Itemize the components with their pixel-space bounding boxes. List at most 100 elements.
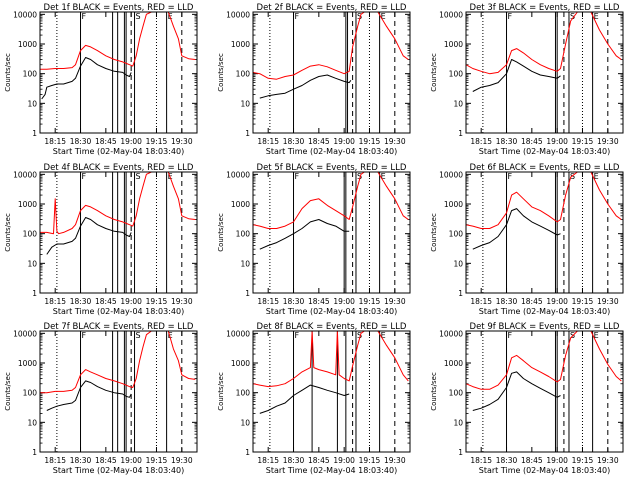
- y-axis-label: Counts/sec: [217, 372, 225, 411]
- x-tick-label: 18:30: [70, 137, 92, 146]
- x-tick-label: 19:30: [597, 456, 619, 465]
- x-axis-label: Start Time (02-May-04 18:03:40): [266, 147, 397, 156]
- x-tick-label: 19:15: [146, 297, 168, 306]
- y-tick-label: 10: [240, 99, 250, 108]
- x-tick-label: 18:45: [521, 297, 543, 306]
- y-tick-label: 100: [449, 230, 464, 239]
- y-tick-label: 10: [240, 418, 250, 427]
- time-marker-label: E: [381, 12, 386, 21]
- x-tick-label: 18:15: [470, 456, 492, 465]
- y-tick-label: 10000: [13, 10, 37, 19]
- y-tick-label: 1: [32, 289, 37, 298]
- chart-panel-5: Det 5f BLACK = Events, RED = LLD Counts/s…: [217, 163, 411, 316]
- y-tick-label: 1: [245, 129, 250, 138]
- y-tick-label: 1000: [18, 359, 37, 368]
- series-line-lld: [465, 11, 622, 75]
- y-tick-label: 10: [453, 99, 463, 108]
- series-line-events: [41, 57, 132, 100]
- series-line-events: [259, 219, 350, 250]
- x-tick-label: 19:15: [146, 456, 168, 465]
- x-axis-label: Start Time (02-May-04 18:03:40): [479, 147, 610, 156]
- time-marker-label: S: [357, 172, 362, 181]
- x-tick-label: 18:30: [283, 456, 305, 465]
- x-tick-label: 19:00: [120, 297, 142, 306]
- y-tick-label: 100: [449, 389, 464, 398]
- y-tick-label: 1000: [444, 40, 463, 49]
- y-tick-label: 1000: [444, 359, 463, 368]
- series-line-lld: [40, 330, 196, 394]
- x-axis-label: Start Time (02-May-04 18:03:40): [53, 307, 184, 316]
- time-marker-label: S: [357, 331, 362, 340]
- plot-frame: [39, 330, 198, 453]
- series-line-lld: [465, 330, 622, 390]
- chart-title: Det 7f BLACK = Events, RED = LLD: [44, 322, 194, 332]
- chart-panel-6: Det 6f BLACK = Events, RED = LLD Counts/s…: [430, 163, 624, 316]
- time-marker-label: E: [594, 12, 599, 21]
- x-tick-label: 19:00: [120, 456, 142, 465]
- time-marker-label: E: [381, 331, 386, 340]
- time-marker-label: S: [357, 12, 362, 21]
- series-line-events: [259, 74, 352, 99]
- y-tick-label: 1: [245, 289, 250, 298]
- y-tick-label: 100: [236, 389, 251, 398]
- chart-title: Det 1f BLACK = Events, RED = LLD: [44, 3, 194, 13]
- x-tick-label: 18:15: [257, 456, 279, 465]
- x-tick-label: 19:30: [384, 297, 406, 306]
- series-line-events: [46, 217, 132, 255]
- x-tick-label: 19:30: [597, 297, 619, 306]
- time-marker-label: F: [82, 331, 87, 340]
- time-marker-label: F: [295, 12, 300, 21]
- x-tick-label: 18:15: [470, 137, 492, 146]
- x-tick-label: 18:45: [308, 137, 330, 146]
- x-tick-label: 19:30: [171, 456, 193, 465]
- y-axis-label: Counts/sec: [4, 53, 12, 92]
- x-axis-label: Start Time (02-May-04 18:03:40): [266, 466, 397, 475]
- time-marker-label: F: [295, 331, 300, 340]
- y-tick-label: 10: [27, 259, 37, 268]
- series-line-lld: [252, 171, 409, 229]
- time-marker-label: F: [82, 172, 87, 181]
- x-tick-label: 19:15: [359, 297, 381, 306]
- y-tick-label: 10: [453, 259, 463, 268]
- x-tick-label: 19:15: [359, 456, 381, 465]
- y-axis-label: Counts/sec: [217, 213, 225, 252]
- x-tick-label: 18:45: [521, 137, 543, 146]
- y-tick-label: 1: [458, 129, 463, 138]
- time-marker-label: S: [570, 172, 575, 181]
- y-axis-label: Counts/sec: [430, 213, 438, 252]
- x-tick-label: 18:30: [70, 456, 92, 465]
- series-line-lld: [252, 11, 409, 80]
- y-tick-label: 10000: [439, 170, 463, 179]
- x-tick-label: 18:15: [44, 297, 66, 306]
- series-line-events: [472, 59, 561, 92]
- time-marker-label: F: [508, 172, 513, 181]
- x-tick-label: 18:30: [496, 456, 518, 465]
- x-tick-label: 19:30: [597, 137, 619, 146]
- chart-panel-1: Det 1f BLACK = Events, RED = LLD Counts/s…: [4, 3, 198, 156]
- y-tick-label: 1: [245, 448, 250, 457]
- chart-title: Det 4f BLACK = Events, RED = LLD: [44, 163, 194, 173]
- chart-title: Det 8f BLACK = Events, RED = LLD: [257, 322, 407, 332]
- y-tick-label: 10: [240, 259, 250, 268]
- x-tick-label: 18:15: [257, 297, 279, 306]
- x-axis-label: Start Time (02-May-04 18:03:40): [53, 466, 184, 475]
- time-marker-label: F: [295, 172, 300, 181]
- y-tick-label: 100: [23, 230, 38, 239]
- x-tick-label: 19:00: [333, 137, 355, 146]
- chart-panel-4: Det 4f BLACK = Events, RED = LLD Counts/s…: [4, 163, 198, 316]
- series-line-events: [472, 208, 561, 250]
- x-axis-label: Start Time (02-May-04 18:03:40): [53, 147, 184, 156]
- plot-frame: [465, 171, 624, 294]
- chart-panel-2: Det 2f BLACK = Events, RED = LLD Counts/s…: [217, 3, 411, 156]
- x-tick-label: 18:15: [257, 137, 279, 146]
- chart-title: Det 3f BLACK = Events, RED = LLD: [470, 3, 620, 13]
- x-tick-label: 18:30: [496, 297, 518, 306]
- y-tick-label: 10000: [13, 329, 37, 338]
- x-tick-label: 18:15: [470, 297, 492, 306]
- x-tick-label: 18:45: [521, 456, 543, 465]
- series-line-lld: [40, 11, 196, 70]
- x-tick-label: 18:45: [308, 297, 330, 306]
- time-marker-label: F: [82, 12, 87, 21]
- y-tick-label: 1000: [231, 40, 250, 49]
